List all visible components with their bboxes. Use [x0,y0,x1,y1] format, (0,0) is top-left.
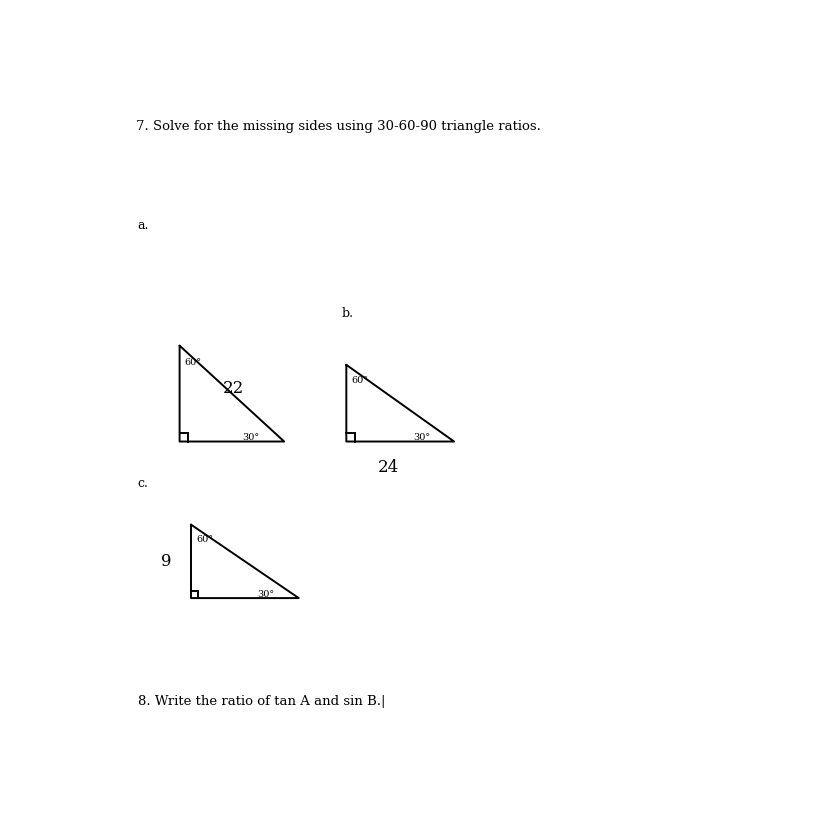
Text: 24: 24 [378,459,399,476]
Text: 30°: 30° [413,433,430,442]
Text: 22: 22 [222,380,244,397]
Text: 30°: 30° [258,590,275,598]
Text: b.: b. [342,307,354,320]
Text: a.: a. [137,219,149,232]
Text: 60°: 60° [352,376,368,384]
Text: c.: c. [137,476,149,490]
Text: 7. Solve for the missing sides using 30-60-90 triangle ratios.: 7. Solve for the missing sides using 30-… [137,120,542,133]
Text: 60°: 60° [196,535,213,544]
Text: 30°: 30° [242,433,259,442]
Text: 8. Write the ratio of tan A and sin B.|: 8. Write the ratio of tan A and sin B.| [137,696,385,708]
Text: 9: 9 [161,553,172,569]
Text: 60°: 60° [185,359,202,368]
